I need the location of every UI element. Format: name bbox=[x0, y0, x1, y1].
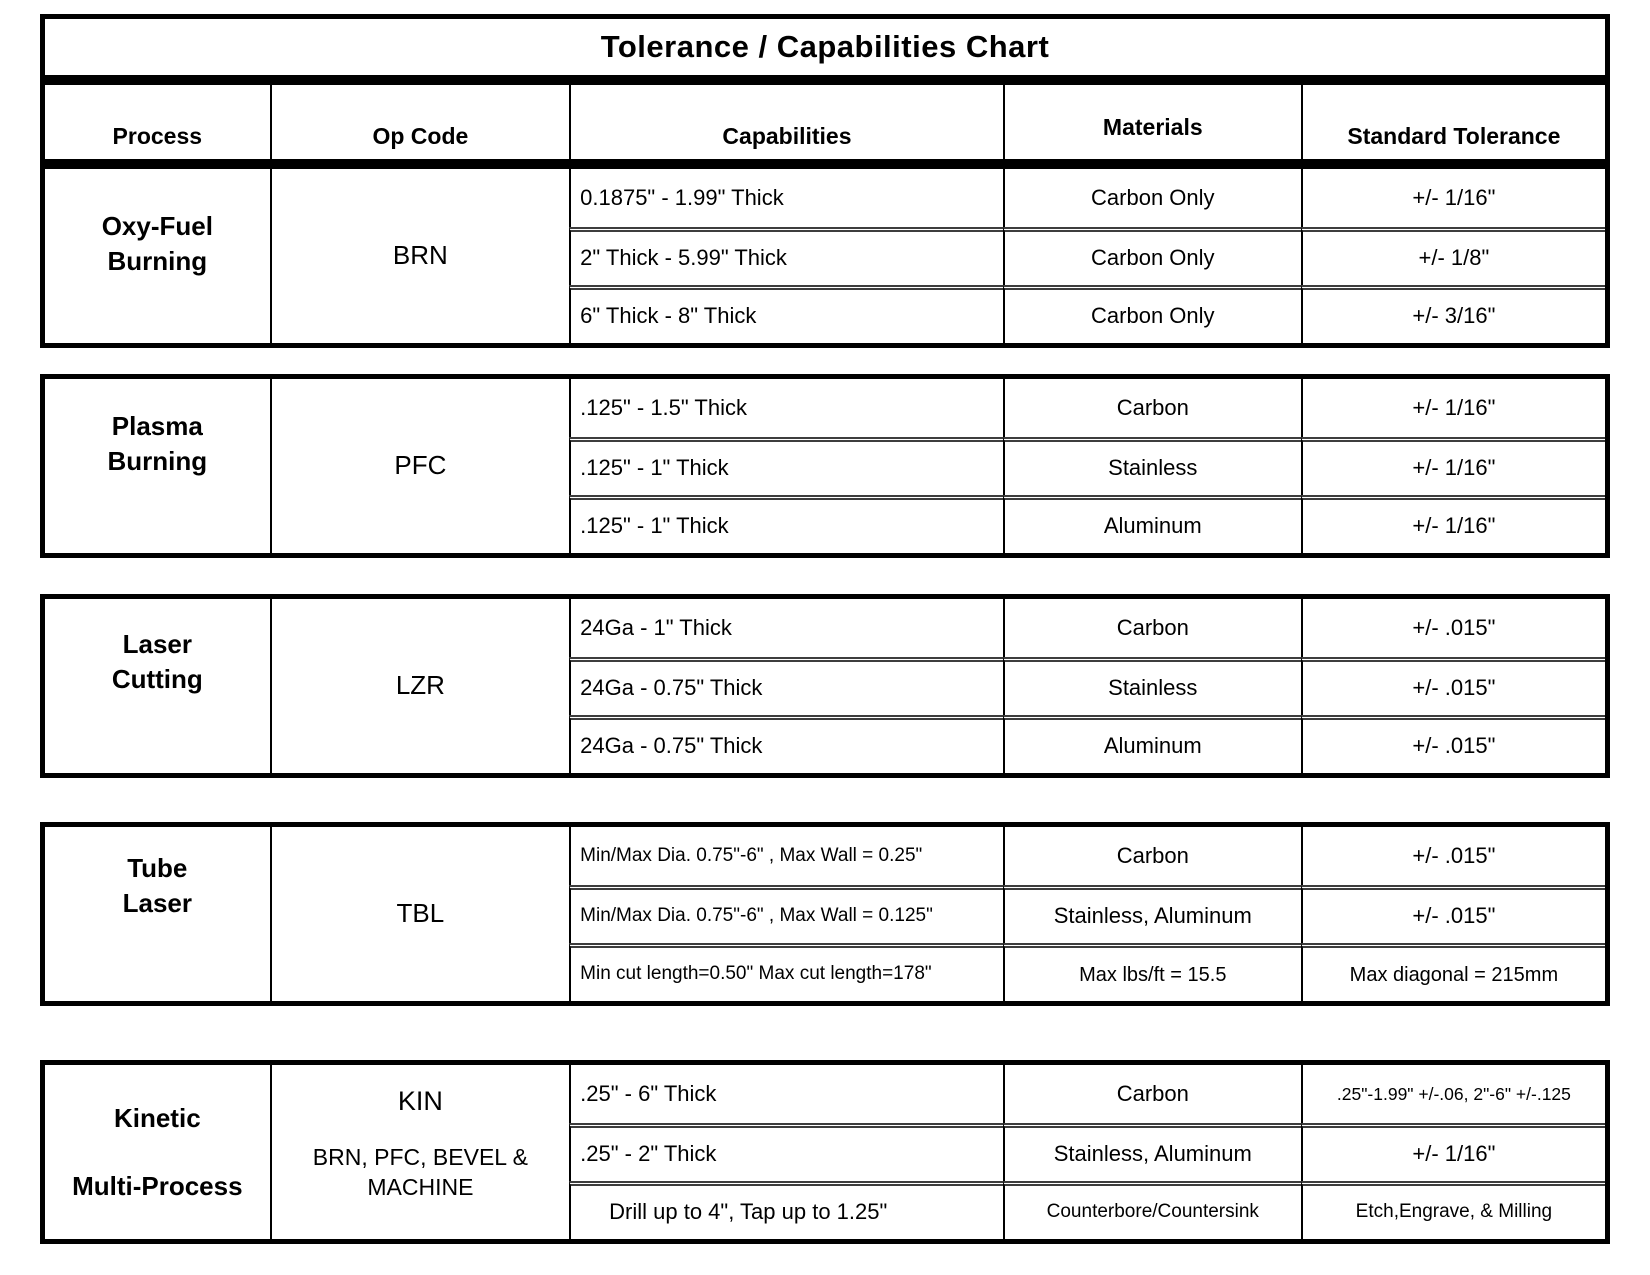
header-process: Process bbox=[112, 123, 203, 149]
capability-cell: 0.1875" - 1.99" Thick bbox=[569, 169, 1003, 227]
section-plasma-burning: Plasma Burning PFC .125" - 1.5" Thick Ca… bbox=[40, 374, 1610, 558]
process-cell: Tube Laser bbox=[122, 853, 192, 919]
process-cell: Laser Cutting bbox=[111, 629, 203, 695]
section-kinetic-multi-process: Kinetic Multi-Process KIN BRN, PFC, BEVE… bbox=[40, 1060, 1610, 1244]
op-code-label: KIN bbox=[397, 1086, 443, 1116]
tolerance-cell: +/- 3/16" bbox=[1300, 285, 1605, 343]
capability-cell: .125" - 1" Thick bbox=[569, 437, 1003, 495]
page-title: Tolerance / Capabilities Chart bbox=[600, 29, 1050, 64]
capability-cell: .25" - 6" Thick bbox=[569, 1065, 1003, 1123]
tolerance-cell: Etch,Engrave, & Milling bbox=[1300, 1181, 1605, 1239]
capability-cell: 6" Thick - 8" Thick bbox=[569, 285, 1003, 343]
materials-cell: Aluminum bbox=[1002, 715, 1301, 773]
capability-cell: Min/Max Dia. 0.75"-6" , Max Wall = 0.25" bbox=[569, 827, 1003, 885]
materials-cell: Stainless, Aluminum bbox=[1002, 885, 1301, 943]
capability-cell: 24Ga - 1" Thick bbox=[569, 599, 1003, 657]
materials-cell: Carbon bbox=[1002, 1065, 1301, 1123]
process-cell: Plasma Burning bbox=[107, 411, 208, 477]
op-code-cell: BRN bbox=[269, 169, 570, 343]
tolerance-cell: +/- .015" bbox=[1300, 827, 1605, 885]
materials-cell: Carbon bbox=[1002, 599, 1301, 657]
tolerance-cell: +/- 1/16" bbox=[1300, 1123, 1605, 1181]
process-cell: Kinetic Multi-Process bbox=[72, 1103, 243, 1201]
materials-cell: Carbon Only bbox=[1002, 227, 1301, 285]
materials-cell: Carbon Only bbox=[1002, 169, 1301, 227]
capability-cell: Min/Max Dia. 0.75"-6" , Max Wall = 0.125… bbox=[569, 885, 1003, 943]
materials-cell: Carbon bbox=[1002, 379, 1301, 437]
capability-cell: 24Ga - 0.75" Thick bbox=[569, 715, 1003, 773]
capability-cell: 24Ga - 0.75" Thick bbox=[569, 657, 1003, 715]
capability-cell: .25" - 2" Thick bbox=[569, 1123, 1003, 1181]
capability-cell: Drill up to 4", Tap up to 1.25" bbox=[569, 1181, 1003, 1239]
tolerance-cell: +/- 1/16" bbox=[1300, 495, 1605, 553]
tolerance-cell: +/- .015" bbox=[1300, 715, 1605, 773]
capability-cell: Min cut length=0.50" Max cut length=178" bbox=[569, 943, 1003, 1001]
tolerance-cell: +/- 1/16" bbox=[1300, 379, 1605, 437]
tolerance-cell: Max diagonal = 215mm bbox=[1300, 943, 1605, 1001]
op-code-cell: KIN BRN, PFC, BEVEL & MACHINE bbox=[269, 1065, 570, 1239]
tolerance-cell: .25"-1.99" +/-.06, 2"-6" +/-.125 bbox=[1300, 1065, 1605, 1123]
tolerance-cell: +/- 1/16" bbox=[1300, 169, 1605, 227]
header-op-code: Op Code bbox=[269, 85, 570, 159]
op-code-cell: LZR bbox=[269, 599, 570, 773]
header-materials: Materials bbox=[1002, 85, 1301, 159]
materials-cell: Carbon bbox=[1002, 827, 1301, 885]
capability-cell: .125" - 1.5" Thick bbox=[569, 379, 1003, 437]
op-code-cell: TBL bbox=[269, 827, 570, 1001]
header-standard-tolerance: Standard Tolerance bbox=[1300, 85, 1605, 159]
tolerance-cell: +/- .015" bbox=[1300, 885, 1605, 943]
tolerance-cell: +/- 1/8" bbox=[1300, 227, 1605, 285]
materials-cell: Stainless, Aluminum bbox=[1002, 1123, 1301, 1181]
section-tube-laser: Tube Laser TBL Min/Max Dia. 0.75"-6" , M… bbox=[40, 822, 1610, 1006]
materials-cell: Carbon Only bbox=[1002, 285, 1301, 343]
capability-cell: 2" Thick - 5.99" Thick bbox=[569, 227, 1003, 285]
tolerance-cell: +/- .015" bbox=[1300, 599, 1605, 657]
materials-cell: Counterbore/Countersink bbox=[1002, 1181, 1301, 1239]
op-code-cell: PFC bbox=[269, 379, 570, 553]
materials-cell: Stainless bbox=[1002, 657, 1301, 715]
materials-cell: Aluminum bbox=[1002, 495, 1301, 553]
tolerance-cell: +/- .015" bbox=[1300, 657, 1605, 715]
chart-title-box: Tolerance / Capabilities Chart bbox=[40, 14, 1610, 80]
process-cell: Oxy-Fuel Burning bbox=[101, 211, 213, 277]
column-header-row: Process Op Code Capabilities Materials S… bbox=[40, 80, 1610, 164]
header-capabilities: Capabilities bbox=[569, 85, 1003, 159]
section-oxy-fuel-burning: Oxy-Fuel Burning BRN 0.1875" - 1.99" Thi… bbox=[40, 164, 1610, 348]
tolerance-cell: +/- 1/16" bbox=[1300, 437, 1605, 495]
op-code-extra-label: BRN, PFC, BEVEL & MACHINE bbox=[312, 1144, 528, 1201]
materials-cell: Max lbs/ft = 15.5 bbox=[1002, 943, 1301, 1001]
materials-cell: Stainless bbox=[1002, 437, 1301, 495]
capability-cell: .125" - 1" Thick bbox=[569, 495, 1003, 553]
section-laser-cutting: Laser Cutting LZR 24Ga - 1" Thick Carbon… bbox=[40, 594, 1610, 778]
